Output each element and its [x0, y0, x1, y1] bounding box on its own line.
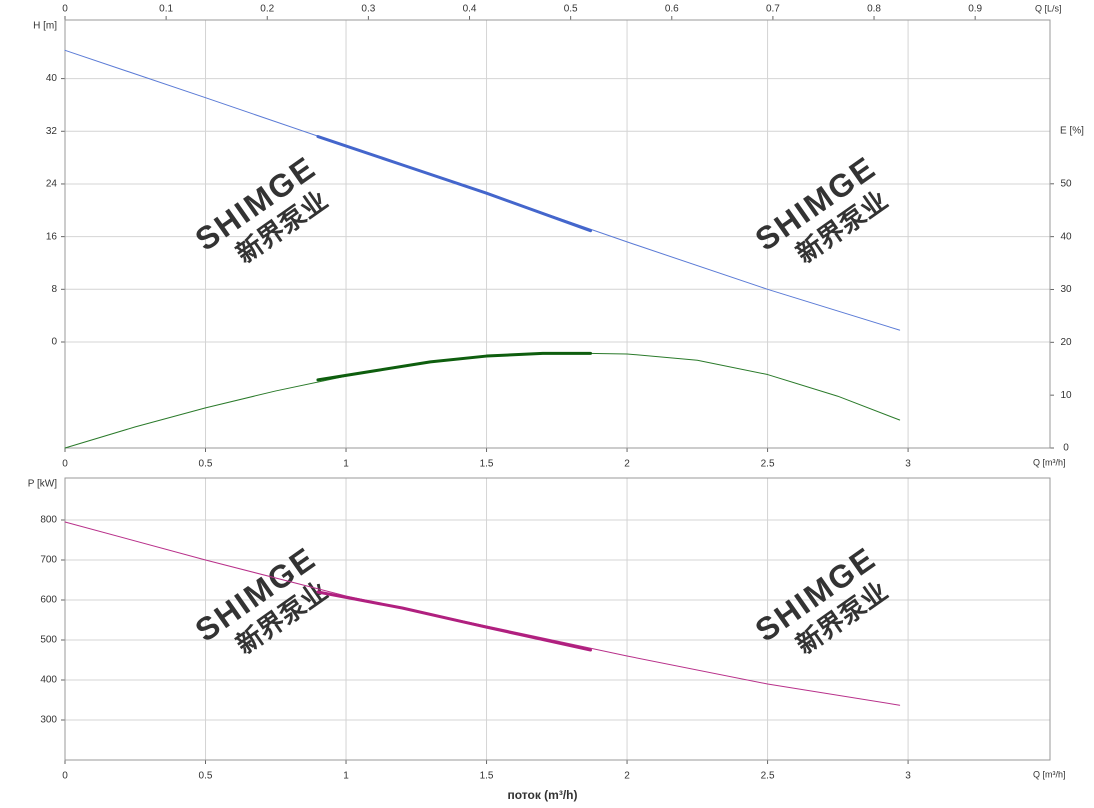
x2-tick-label: 0.4: [463, 4, 477, 15]
x-tick-label: 1: [343, 771, 349, 782]
x2-tick-label: 0.9: [968, 4, 982, 15]
y-tick-label: 700: [40, 555, 57, 566]
x-tick-label: 0.5: [199, 459, 213, 470]
y-tick-label: 800: [40, 515, 57, 526]
y-tick-label: 0: [51, 337, 57, 348]
x-tick-label: 3: [905, 771, 911, 782]
x2-axis-label: Q [L/s]: [1035, 3, 1062, 13]
x2-tick-label: 0.7: [766, 4, 780, 15]
x-tick-label: 2.5: [761, 771, 775, 782]
x-tick-label: 1: [343, 459, 349, 470]
plot-frame: [64, 19, 1051, 449]
y-tick-label: 500: [40, 635, 57, 646]
plot-frame: [64, 477, 1051, 761]
x-axis-label: Q [m³/h]: [1033, 457, 1066, 467]
x-tick-label: 1.5: [480, 771, 494, 782]
y2-tick-label: 20: [1060, 337, 1072, 348]
y-axis-label: P [kW]: [28, 479, 57, 490]
x-tick-label: 0: [62, 771, 68, 782]
x-tick-label: 3: [905, 459, 911, 470]
x-tick-label: 2: [624, 771, 630, 782]
x2-tick-label: 0.3: [361, 4, 375, 15]
y-tick-label: 16: [46, 231, 58, 242]
x-tick-label: 1.5: [480, 459, 494, 470]
y2-axis-label: E [%]: [1060, 126, 1084, 137]
series-line: [64, 352, 901, 449]
x-axis-label: Q [m³/h]: [1033, 769, 1066, 779]
series-line: [316, 135, 593, 233]
x2-tick-label: 0.8: [867, 4, 881, 15]
y2-tick-label: 50: [1060, 178, 1072, 189]
y-tick-label: 400: [40, 675, 57, 686]
x-tick-label: 0.5: [199, 771, 213, 782]
y2-tick-label: 30: [1060, 284, 1072, 295]
x-tick-label: 2: [624, 459, 630, 470]
x-title: поток (m³/h): [508, 788, 578, 802]
x2-tick-label: 0.1: [159, 4, 173, 15]
x2-tick-label: 0.2: [260, 4, 274, 15]
y2-tick-label: 10: [1060, 390, 1072, 401]
y-tick-label: 32: [46, 126, 58, 137]
x-tick-label: 0: [62, 459, 68, 470]
series-line: [316, 590, 593, 652]
x2-tick-label: 0.5: [564, 4, 578, 15]
y2-tick-label: 0: [1063, 443, 1069, 454]
y2-tick-label: 40: [1060, 231, 1072, 242]
y-tick-label: 300: [40, 715, 57, 726]
y-tick-label: 40: [46, 73, 58, 84]
y-axis-label: H [m]: [33, 21, 57, 32]
y-tick-label: 8: [51, 284, 57, 295]
x2-tick-label: 0: [62, 4, 68, 15]
y-tick-label: 600: [40, 595, 57, 606]
y-tick-label: 24: [46, 179, 58, 190]
x2-tick-label: 0.6: [665, 4, 679, 15]
series-line: [316, 351, 593, 382]
x-tick-label: 2.5: [761, 459, 775, 470]
